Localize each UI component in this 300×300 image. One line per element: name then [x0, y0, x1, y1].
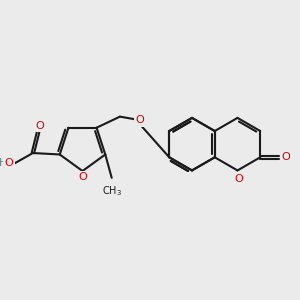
Text: O: O: [35, 121, 44, 130]
Text: O: O: [4, 158, 13, 168]
Text: O: O: [79, 172, 88, 182]
Text: CH$_3$: CH$_3$: [102, 184, 122, 198]
Text: H: H: [0, 158, 8, 168]
Text: O: O: [281, 152, 290, 162]
Text: O: O: [235, 174, 243, 184]
Text: O: O: [136, 115, 145, 125]
